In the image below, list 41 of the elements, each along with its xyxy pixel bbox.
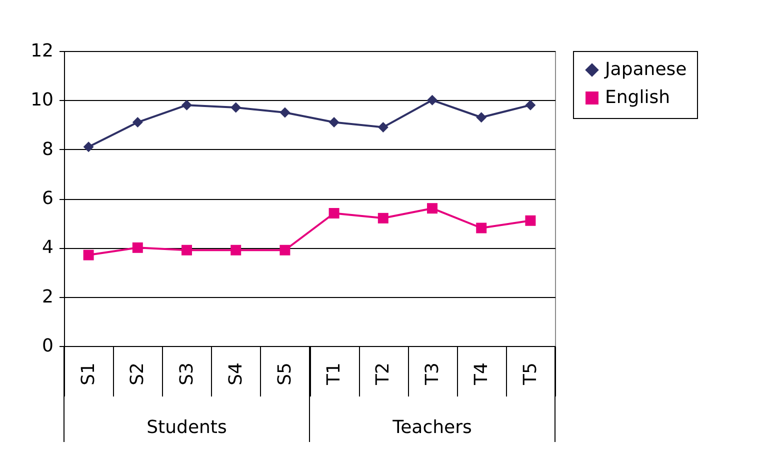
point xyxy=(280,244,290,256)
point xyxy=(328,117,340,128)
point xyxy=(132,117,143,128)
point xyxy=(476,222,487,234)
point xyxy=(378,212,388,224)
x-tick-label: T5 xyxy=(520,362,541,386)
point xyxy=(427,94,438,106)
x-tick-label: T4 xyxy=(470,362,492,386)
text: Teachers xyxy=(392,417,472,438)
y-tick-label: 6 xyxy=(42,188,54,209)
text: Students xyxy=(146,417,227,438)
point xyxy=(525,100,536,110)
y-tick-label: 10 xyxy=(30,90,54,111)
point xyxy=(182,244,192,256)
x-tick-label: S4 xyxy=(225,362,246,386)
y-tick-label: 0 xyxy=(42,336,54,356)
y-tick-label: 2 xyxy=(42,286,54,308)
x-tick-label: T1 xyxy=(324,362,345,386)
point xyxy=(230,244,242,256)
point xyxy=(83,142,94,152)
point xyxy=(378,122,388,132)
point xyxy=(182,100,192,110)
legend-label: Japanese xyxy=(604,59,687,80)
y-tick-label: 12 xyxy=(30,40,54,62)
y-tick-label: 4 xyxy=(42,237,54,258)
point xyxy=(280,107,290,118)
x-tick-label: S5 xyxy=(274,362,296,386)
point xyxy=(83,250,94,260)
legend-label: English xyxy=(605,87,670,108)
x-tick-label: T3 xyxy=(422,362,443,386)
point xyxy=(525,215,536,226)
point xyxy=(132,242,143,253)
x-tick-label: T2 xyxy=(372,362,394,386)
point xyxy=(476,112,487,123)
point xyxy=(427,203,438,214)
x-tick-label: S2 xyxy=(127,362,148,386)
x-tick-label: S3 xyxy=(176,362,198,386)
point xyxy=(230,102,242,113)
point xyxy=(328,208,340,218)
x-tick-label: S1 xyxy=(78,362,100,386)
y-tick-label: 8 xyxy=(42,138,54,160)
